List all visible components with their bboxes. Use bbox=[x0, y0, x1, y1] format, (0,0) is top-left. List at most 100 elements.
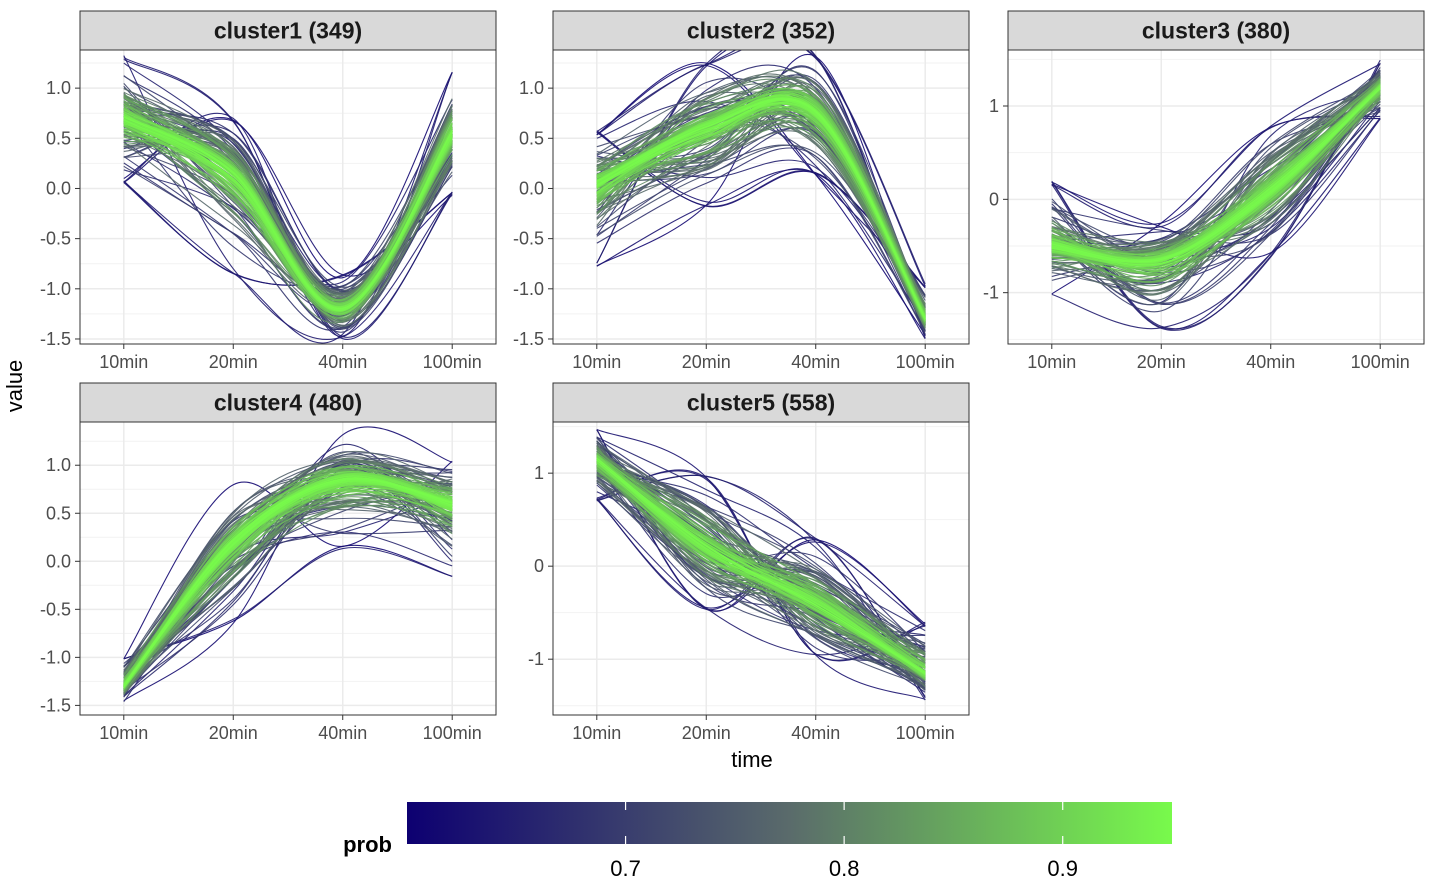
x-tick-label: 40min bbox=[791, 723, 840, 743]
x-axis-ticks: 10min 20min 40min 100min bbox=[1027, 344, 1410, 372]
panel-border bbox=[79, 421, 497, 716]
legend-colorbar bbox=[407, 802, 1172, 844]
series-line bbox=[596, 454, 926, 657]
panel-border bbox=[79, 49, 497, 345]
panel-border bbox=[1007, 49, 1425, 345]
x-tick-label: 20min bbox=[682, 352, 731, 372]
y-tick-label: -1.5 bbox=[513, 329, 544, 349]
legend-tick-label: 0.9 bbox=[1047, 856, 1078, 881]
y-tick-label: -0.5 bbox=[40, 599, 71, 619]
panel-3: cluster3 (380) 1 0 -1 10min 20min 40min 100min bbox=[983, 10, 1425, 372]
x-axis-ticks: 10min 20min 40min 100min bbox=[572, 344, 955, 372]
series-lines bbox=[1051, 59, 1381, 331]
x-tick-label: 100min bbox=[1351, 352, 1410, 372]
series-line bbox=[596, 50, 926, 285]
x-axis-ticks: 10min 20min 40min 100min bbox=[572, 715, 955, 743]
series-line bbox=[596, 457, 926, 674]
series-lines bbox=[123, 55, 453, 344]
x-tick-label: 40min bbox=[318, 352, 367, 372]
x-tick-label: 100min bbox=[896, 723, 955, 743]
color-legend: prob 0.7 0.8 0.9 bbox=[343, 802, 1172, 881]
series-line bbox=[596, 473, 926, 648]
y-tick-label: -1 bbox=[983, 283, 999, 303]
y-tick-label: -1.0 bbox=[40, 279, 71, 299]
x-tick-label: 20min bbox=[209, 352, 258, 372]
y-tick-label: 0.0 bbox=[46, 178, 71, 198]
series-line bbox=[1051, 118, 1381, 259]
series-line bbox=[123, 72, 453, 344]
y-axis-ticks: 1 0 -1 bbox=[528, 463, 553, 669]
legend-tick-label: 0.7 bbox=[610, 856, 641, 881]
series-line bbox=[596, 477, 926, 678]
y-tick-label: 0.5 bbox=[519, 128, 544, 148]
series-line bbox=[596, 98, 926, 319]
series-line bbox=[123, 131, 453, 316]
panel-title: cluster1 (349) bbox=[214, 18, 362, 44]
series-line bbox=[123, 116, 453, 309]
series-line bbox=[596, 460, 926, 676]
x-tick-label: 10min bbox=[99, 352, 148, 372]
y-tick-label: -1.0 bbox=[40, 647, 71, 667]
series-line bbox=[596, 126, 926, 324]
panel-strip bbox=[79, 10, 497, 51]
panel-border bbox=[552, 49, 970, 345]
panel-strip bbox=[552, 382, 970, 423]
y-tick-label: -1.0 bbox=[513, 279, 544, 299]
panel-border bbox=[552, 421, 970, 716]
y-tick-label: 1.0 bbox=[46, 455, 71, 475]
x-axis-ticks: 10min 20min 40min 100min bbox=[99, 344, 482, 372]
x-axis-title: time bbox=[731, 747, 773, 772]
series-lines bbox=[596, 428, 926, 701]
y-tick-label: -0.5 bbox=[40, 229, 71, 249]
x-tick-label: 20min bbox=[209, 723, 258, 743]
series-line bbox=[596, 131, 926, 340]
panel-4: cluster4 (480) 1.0 0.5 0.0 -0.5 -1.0 -1.5 10min… bbox=[40, 382, 497, 743]
y-tick-label: -1 bbox=[528, 649, 544, 669]
x-tick-label: 40min bbox=[791, 352, 840, 372]
panel-title: cluster5 (558) bbox=[687, 390, 835, 416]
panel-title: cluster3 (380) bbox=[1142, 18, 1290, 44]
y-tick-label: 1 bbox=[989, 96, 999, 116]
x-tick-label: 100min bbox=[423, 352, 482, 372]
y-tick-label: 0.5 bbox=[46, 128, 71, 148]
x-tick-label: 100min bbox=[896, 352, 955, 372]
panel-strip bbox=[79, 382, 497, 423]
x-tick-label: 10min bbox=[1027, 352, 1076, 372]
series-line bbox=[1051, 115, 1381, 229]
x-axis-ticks: 10min 20min 40min 100min bbox=[99, 715, 482, 743]
series-lines bbox=[123, 426, 453, 703]
y-tick-label: 0.0 bbox=[519, 178, 544, 198]
panel-title: cluster2 (352) bbox=[687, 18, 835, 44]
y-tick-label: 1.0 bbox=[519, 78, 544, 98]
y-axis-ticks: 1.0 0.5 0.0 -0.5 -1.0 -1.5 bbox=[513, 78, 553, 349]
y-tick-label: 0.5 bbox=[46, 503, 71, 523]
series-line bbox=[123, 458, 453, 691]
series-line bbox=[1051, 93, 1381, 244]
y-tick-label: -1.5 bbox=[40, 329, 71, 349]
legend-tick-label: 0.8 bbox=[829, 856, 860, 881]
y-axis-ticks: 1 0 -1 bbox=[983, 96, 1008, 303]
series-line bbox=[123, 479, 453, 676]
x-tick-label: 10min bbox=[572, 723, 621, 743]
y-tick-label: 0.0 bbox=[46, 551, 71, 571]
series-line bbox=[1051, 76, 1381, 251]
x-tick-label: 20min bbox=[1137, 352, 1186, 372]
panel-1: cluster1 (349) 1.0 0.5 0.0 -0.5 -1.0 -1.5 10min… bbox=[40, 10, 497, 372]
x-tick-label: 10min bbox=[99, 723, 148, 743]
series-lines bbox=[596, 50, 926, 340]
panel-title: cluster4 (480) bbox=[214, 390, 362, 416]
y-axis-title: value bbox=[2, 360, 27, 413]
series-line bbox=[1051, 87, 1381, 263]
y-tick-label: -1.5 bbox=[40, 695, 71, 715]
y-tick-label: 1.0 bbox=[46, 78, 71, 98]
x-tick-label: 40min bbox=[1246, 352, 1295, 372]
y-axis-ticks: 1.0 0.5 0.0 -0.5 -1.0 -1.5 bbox=[40, 455, 80, 715]
y-tick-label: 1 bbox=[534, 463, 544, 483]
series-line bbox=[123, 478, 453, 688]
legend-title: prob bbox=[343, 832, 392, 857]
facet-panels: cluster1 (349) 1.0 0.5 0.0 -0.5 -1.0 -1.5 10min… bbox=[40, 10, 1425, 743]
panel-strip bbox=[552, 10, 970, 51]
x-tick-label: 100min bbox=[423, 723, 482, 743]
